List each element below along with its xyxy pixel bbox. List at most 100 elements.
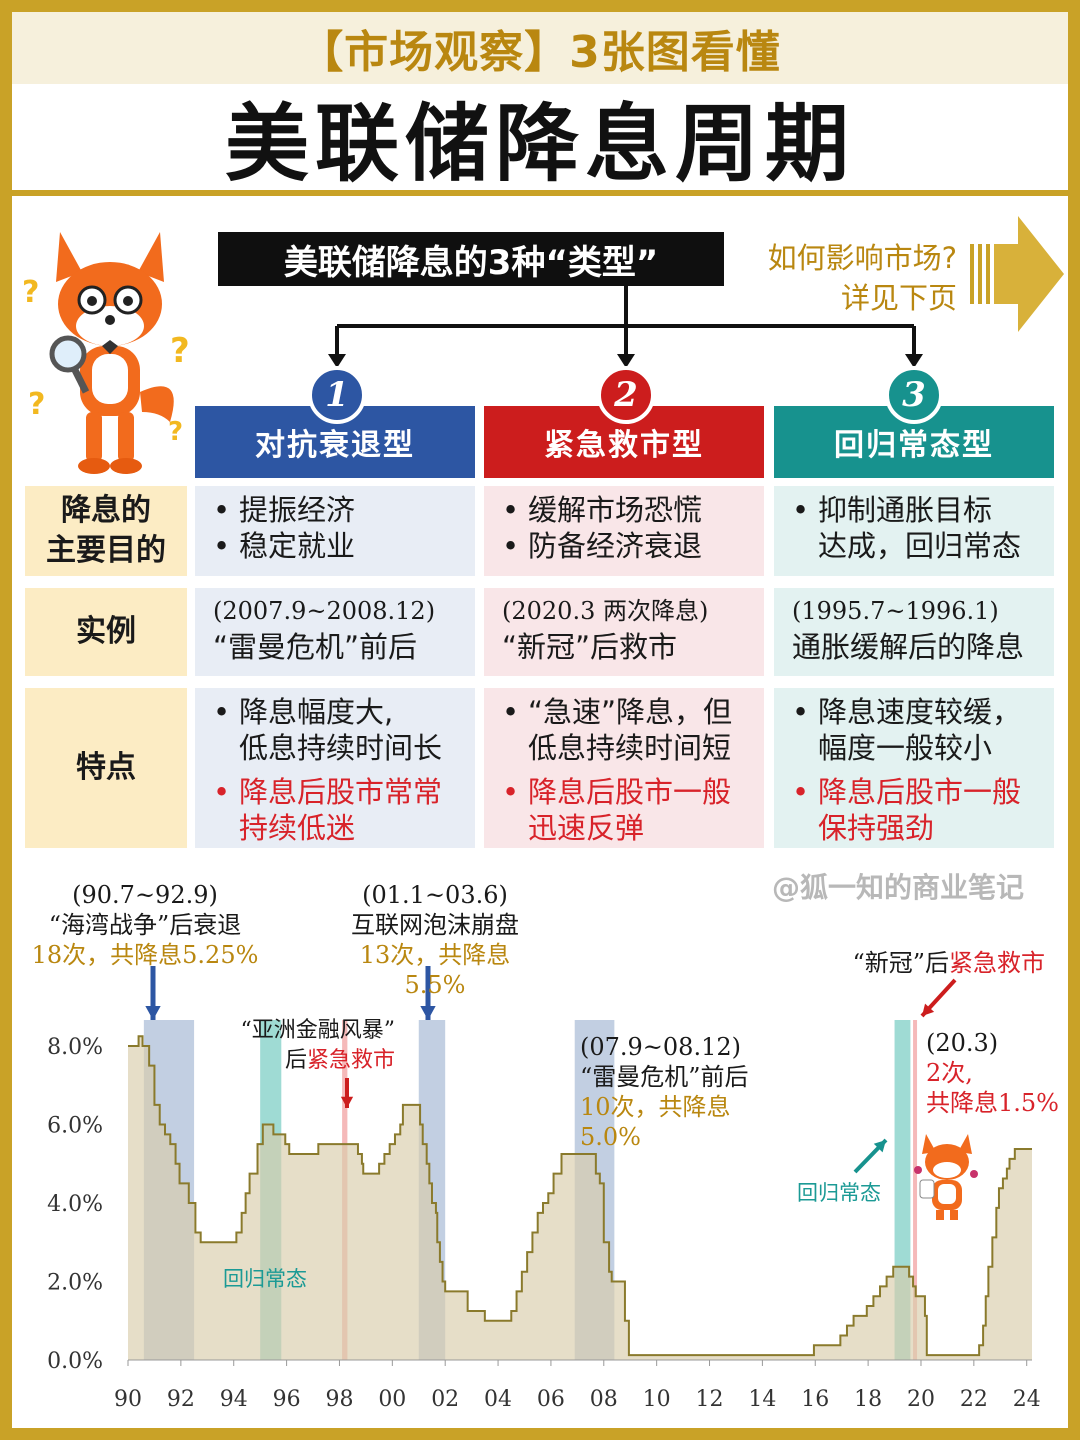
annotation-sub: 后紧急救市 (205, 1046, 395, 1076)
fox-mascot-icon: ? ? ? ? (22, 232, 190, 474)
cell-example-3: (1995.7~1996.1) 通胀缓解后的降息 (774, 588, 1054, 676)
types-banner: 美联储降息的3种“类型” (218, 232, 724, 286)
annotation-dotcom: (01.1~03.6) 互联网泡沫崩盘 13次，共降息5.5% (330, 880, 540, 1000)
x-tick-label: 20 (907, 1387, 935, 1412)
purpose-item: 提振经济 (213, 492, 475, 528)
x-tick-label: 04 (484, 1387, 512, 1412)
y-tick-label: 6.0% (47, 1114, 103, 1139)
col-title-3: 回归常态型 (834, 428, 994, 463)
purpose-item: 稳定就业 (213, 528, 475, 564)
arrow-down-icon-head (420, 1005, 436, 1020)
x-tick-label: 90 (114, 1387, 142, 1412)
annotation-date: (01.1~03.6) (362, 881, 508, 909)
purpose-item: 防备经济衰退 (502, 528, 764, 564)
row-label-example: 实例 (25, 588, 187, 676)
example-date: (2020.3 两次降息) (502, 597, 709, 625)
x-tick-label: 24 (1013, 1387, 1041, 1412)
x-tick-label: 92 (167, 1387, 195, 1412)
feature-item-highlight: 降息后股市常常 持续低迷 (213, 774, 475, 846)
number-badge-2: 2 (597, 366, 655, 424)
example-name: “新冠”后救市 (502, 630, 678, 664)
annotation-cuts: 共降息1.5% (926, 1089, 1059, 1117)
example-name: “雷曼危机”前后 (213, 630, 418, 664)
purpose-item: 抑制通胀目标 达成，回归常态 (792, 492, 1054, 564)
page-title: 美联储降息周期 (224, 93, 855, 193)
fed-rate-chart: 0.0% 2.0% 4.0% 6.0% 8.0% 90 92 94 96 98 00 02 04 06 08… (47, 966, 1041, 1412)
annotation-text-red: 紧急救市 (949, 949, 1045, 977)
x-tick-label: 12 (696, 1387, 724, 1412)
annotation-name: 互联网泡沫崩盘 (351, 911, 519, 939)
annotation-name: “亚洲金融风暴” (240, 1018, 396, 1043)
arrow-up-icon-head (873, 1140, 886, 1153)
annotation-cuts: 18次，共降息5.25% (31, 941, 259, 969)
annotation-covid: (20.3) 2次, 共降息1.5% (926, 1028, 1066, 1118)
y-tick-label: 4.0% (47, 1192, 103, 1217)
svg-text:?: ? (28, 387, 45, 422)
x-tick-label: 18 (854, 1387, 882, 1412)
feature-item: “急速”降息，但 低息持续时间短 (502, 694, 764, 766)
x-tick-label: 14 (748, 1387, 776, 1412)
next-page-line2: 详见下页 (840, 281, 957, 315)
annotation-text: “新冠”后 (852, 949, 949, 977)
purpose-item: 缓解市场恐慌 (502, 492, 764, 528)
watermark: @狐一知的商业笔记 (772, 871, 1025, 904)
col-header-2: 紧急救市型 (484, 406, 764, 478)
x-tick-label: 06 (537, 1387, 565, 1412)
annotation-date: (90.7~92.9) (72, 881, 218, 909)
x-tick-label: 22 (960, 1387, 988, 1412)
feature-item: 降息幅度大, 低息持续时间长 (213, 694, 475, 766)
x-tick-label: 00 (378, 1387, 406, 1412)
annotation-date: (20.3) (926, 1029, 999, 1057)
x-tick-label: 16 (801, 1387, 829, 1412)
subtitle: 【市场观察】3张图看懂 (299, 27, 781, 78)
y-tick-label: 0.0% (47, 1349, 103, 1374)
x-tick-label: 98 (325, 1387, 353, 1412)
x-tick-label: 96 (273, 1387, 301, 1412)
x-tick-label: 10 (643, 1387, 671, 1412)
annotation-cuts: 10次，共降息5.0% (580, 1093, 731, 1151)
next-page-hint: 如何影响市场? 详见下页 (735, 238, 957, 318)
annotation-covid-title: “新冠”后紧急救市 (830, 948, 1045, 978)
title-band: 美联储降息周期 (12, 84, 1068, 196)
row-label-features: 特点 (25, 688, 187, 848)
annotation-asia: “亚洲金融风暴” 后紧急救市 (205, 1016, 396, 1076)
rate-line (128, 1035, 1032, 1357)
feature-item-highlight: 降息后股市一般 保持强劲 (792, 774, 1054, 846)
fox-doctor-icon (914, 1134, 978, 1220)
cell-purpose-2: 缓解市场恐慌 防备经济衰退 (484, 486, 764, 576)
annotation-normal-1: 回归常态 (223, 1267, 307, 1291)
annotation-text-red: 紧急救市 (306, 1048, 395, 1073)
cell-example-2: (2020.3 两次降息) “新冠”后救市 (484, 588, 764, 676)
x-tick-label: 94 (220, 1387, 248, 1412)
svg-text:?: ? (22, 275, 39, 310)
y-tick-label: 8.0% (47, 1035, 103, 1060)
example-date: (2007.9~2008.12) (213, 597, 436, 625)
cell-features-3: 降息速度较缓， 幅度一般较小 降息后股市一般 保持强劲 (774, 688, 1054, 848)
feature-item-highlight: 降息后股市一般 迅速反弹 (502, 774, 764, 846)
arrow-down-icon-head (340, 1096, 354, 1108)
cell-features-1: 降息幅度大, 低息持续时间长 降息后股市常常 持续低迷 (195, 688, 475, 848)
x-tick-label: 08 (590, 1387, 618, 1412)
example-name: 通胀缓解后的降息 (792, 630, 1025, 664)
y-tick-label: 2.0% (47, 1271, 103, 1296)
example-date: (1995.7~1996.1) (792, 597, 999, 625)
subtitle-band: 【市场观察】3张图看懂 (12, 12, 1068, 84)
next-page-line1: 如何影响市场? (767, 241, 957, 275)
col-title-1: 对抗衰退型 (255, 428, 415, 463)
x-tick-label: 02 (431, 1387, 459, 1412)
annotation-text: 后 (284, 1048, 307, 1073)
rate-area (128, 1036, 1032, 1360)
annotation-lehman: (07.9~08.12) “雷曼危机”前后 10次，共降息5.0% (580, 1032, 790, 1152)
arrow-right-icon (970, 216, 1064, 332)
annotation-gulf-war: (90.7~92.9) “海湾战争”后衰退 18次，共降息5.25% (30, 880, 260, 970)
cell-purpose-3: 抑制通胀目标 达成，回归常态 (774, 486, 1054, 576)
annotation-normal-2: 回归常态 (797, 1181, 881, 1205)
arrow-down-icon-head (145, 1005, 161, 1020)
cell-features-2: “急速”降息，但 低息持续时间短 降息后股市一般 迅速反弹 (484, 688, 764, 848)
arrow-down-icon-head (922, 1003, 935, 1016)
annotation-name: “海湾战争”后衰退 (48, 911, 242, 939)
row-label-purpose: 降息的 主要目的 (25, 486, 187, 576)
cell-purpose-1: 提振经济 稳定就业 (195, 486, 475, 576)
number-badge-1: 1 (308, 366, 366, 424)
svg-text:?: ? (170, 331, 190, 371)
